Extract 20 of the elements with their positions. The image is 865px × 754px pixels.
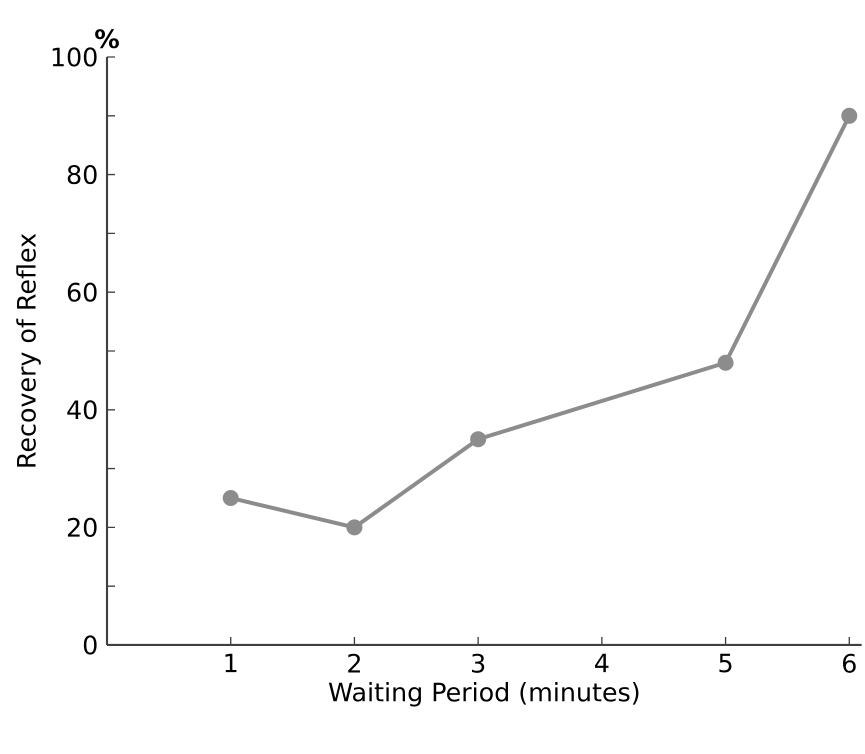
x-tick-label: 4 xyxy=(595,654,608,672)
x-tick-label: 3 xyxy=(472,654,484,673)
point xyxy=(470,431,486,448)
x-tick-label: 6 xyxy=(843,654,856,673)
x-axis-title: Waiting Period (minutes) xyxy=(328,682,638,707)
point xyxy=(718,354,734,371)
y-tick-label: 100 xyxy=(52,47,97,67)
y-axis-title: Recovery of Reflex xyxy=(16,234,41,467)
y-tick-label: 0 xyxy=(84,635,97,655)
y-tick-label: 40 xyxy=(67,400,97,420)
point xyxy=(222,490,239,506)
y-tick-label: 60 xyxy=(68,282,97,302)
y-tick-label: 80 xyxy=(68,165,97,184)
point xyxy=(346,519,362,536)
y-tick-label: 20 xyxy=(68,518,97,537)
x-tick-label: 1 xyxy=(225,654,236,672)
x-tick-label: 2 xyxy=(348,654,360,672)
text: % xyxy=(95,29,119,48)
x-tick-label: 5 xyxy=(719,654,732,673)
point xyxy=(841,108,858,124)
